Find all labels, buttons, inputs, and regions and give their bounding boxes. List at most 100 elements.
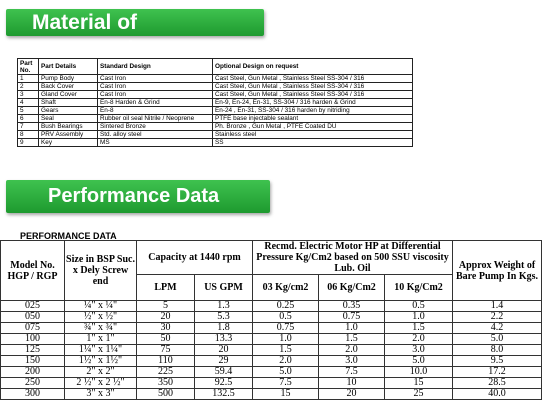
materials-row: 5 Gears En-8 En-24 , En-31, SS-304 / 316 ha… [17,106,413,115]
materials-cell: 4 [17,98,39,107]
materials-cell: Gland Cover [38,90,98,99]
materials-row: 6 Seal Rubber oil seal Nitrile / Neoprene P… [17,114,413,123]
performance-cell: 10.0 [384,366,453,378]
materials-cell: Pump Body [38,74,98,83]
materials-row: 9 Key MS SS [17,138,413,147]
materials-cell: Back Cover [38,82,98,91]
materials-header-row: Part No. Part Details Standard Design Op… [17,58,413,75]
performance-table: Model No. HGP / RGP Size in BSP Suc. x D… [0,240,542,400]
performance-cell: 1.5 [318,333,385,345]
materials-row: 2 Back Cover Cast Iron Cast Steel, Gun Meta… [17,82,413,91]
performance-row: 250 2 ½" x 2 ½" 350 92.5 7.5 10 15 28.5 [0,377,542,389]
materials-cell: Cast Steel, Gun Metal , Stainless Steel … [212,82,413,91]
performance-cell: 2 ½" x 2 ½" [64,377,137,389]
materials-cell: Seal [38,114,98,123]
header-capacity: Capacity at 1440 rpm [136,240,253,275]
header-optional-design: Optional Design on request [212,58,413,75]
performance-cell: 0.25 [252,300,319,312]
performance-row: 300 3" x 3" 500 132.5 15 20 25 40.0 [0,388,542,400]
performance-cell: 5.0 [252,366,319,378]
performance-cell: 20 [136,311,195,323]
materials-cell: 8 [17,130,39,139]
materials-cell: Cast Iron [97,74,213,83]
materials-cell: En-9, En-24, En-31, SS-304 / 316 harden … [212,98,413,107]
performance-cell: 110 [136,355,195,367]
performance-cell: 5.3 [194,311,253,323]
performance-cell: 7.5 [252,377,319,389]
performance-cell: 50 [136,333,195,345]
performance-row: 025 ¼" x ¼" 5 1.3 0.25 0.35 0.5 1.4 [0,300,542,312]
header-lpm: LPM [136,274,195,301]
header-size: Size in BSP Suc. x Dely Screw end [64,240,137,301]
performance-row: 125 1¼" x 1¼" 75 20 1.5 2.0 3.0 8.0 [0,344,542,356]
performance-row: 100 1" x 1" 50 13.3 1.0 1.5 2.0 5.0 [0,333,542,345]
materials-cell: 3 [17,90,39,99]
materials-cell: Shaft [38,98,98,107]
performance-cell: 8.0 [452,344,542,356]
performance-cell: 28.5 [452,377,542,389]
performance-cell: 15 [384,377,453,389]
performance-cell: 92.5 [194,377,253,389]
header-standard-design: Standard Design [97,58,213,75]
performance-cell: 0.75 [252,322,319,334]
materials-table: Part No. Part Details Standard Design Op… [17,58,413,147]
materials-row: 8 PRV Assembly Std. alloy steel Stainless s… [17,130,413,139]
performance-cell: ½" x ½" [64,311,137,323]
materials-cell: Rubber oil seal Nitrile / Neoprene [97,114,213,123]
header-06-kg: 06 Kg/Cm2 [318,274,385,301]
performance-cell: 25 [384,388,453,400]
performance-cell: 1.5 [384,322,453,334]
performance-cell: 2.0 [384,333,453,345]
materials-cell: Cast Steel, Gun Metal , Stainless Steel … [212,90,413,99]
performance-cell: 59.4 [194,366,253,378]
materials-row: 1 Pump Body Cast Iron Cast Steel, Gun Metal… [17,74,413,83]
header-10-kg: 10 Kg/Cm2 [384,274,453,301]
performance-cell: 1.0 [318,322,385,334]
materials-cell: SS [212,138,413,147]
header-model: Model No. HGP / RGP [0,240,65,301]
performance-cell: 1.0 [384,311,453,323]
performance-cell: 1.4 [452,300,542,312]
materials-cell: 7 [17,122,39,131]
header-motor-hp: Recmd. Electric Motor HP at Differential… [252,240,453,275]
materials-cell: PRV Assembly [38,130,98,139]
performance-cell: 17.2 [452,366,542,378]
materials-cell: Gears [38,106,98,115]
materials-cell: En-8 [97,106,213,115]
performance-cell: 050 [0,311,65,323]
performance-cell: 0.75 [318,311,385,323]
performance-cell: ¾" x ¾" [64,322,137,334]
performance-cell: 15 [252,388,319,400]
performance-cell: 13.3 [194,333,253,345]
materials-cell: 6 [17,114,39,123]
performance-cell: 150 [0,355,65,367]
performance-cell: 30 [136,322,195,334]
performance-cell: 1½" x 1½" [64,355,137,367]
materials-cell: Std. alloy steel [97,130,213,139]
materials-banner: Material of construction [6,9,264,61]
performance-cell: 500 [136,388,195,400]
performance-cell: 0.35 [318,300,385,312]
performance-cell: 29 [194,355,253,367]
performance-cell: 40.0 [452,388,542,400]
performance-cell: 0.5 [252,311,319,323]
header-us-gpm: US GPM [194,274,253,301]
performance-row: 050 ½" x ½" 20 5.3 0.5 0.75 1.0 2.2 [0,311,542,323]
performance-cell: 125 [0,344,65,356]
performance-cell: 1" x 1" [64,333,137,345]
materials-row: 3 Gland Cover Cast Iron Cast Steel, Gun Met… [17,90,413,99]
performance-cell: 225 [136,366,195,378]
performance-cell: 3" x 3" [64,388,137,400]
performance-cell: 200 [0,366,65,378]
header-part-no: Part No. [17,58,39,75]
performance-cell: 2.0 [252,355,319,367]
materials-cell: MS [97,138,213,147]
performance-cell: 1¼" x 1¼" [64,344,137,356]
performance-banner: Performance Data [6,180,270,213]
materials-cell: En-24 , En-31, SS-304 / 316 harden by ni… [212,106,413,115]
performance-row: 150 1½" x 1½" 110 29 2.0 3.0 5.0 9.5 [0,355,542,367]
performance-cell: 2.2 [452,311,542,323]
materials-cell: Sintered Bronze [97,122,213,131]
header-03-kg: 03 Kg/cm2 [252,274,319,301]
performance-row: 075 ¾" x ¾" 30 1.8 0.75 1.0 1.5 4.2 [0,322,542,334]
